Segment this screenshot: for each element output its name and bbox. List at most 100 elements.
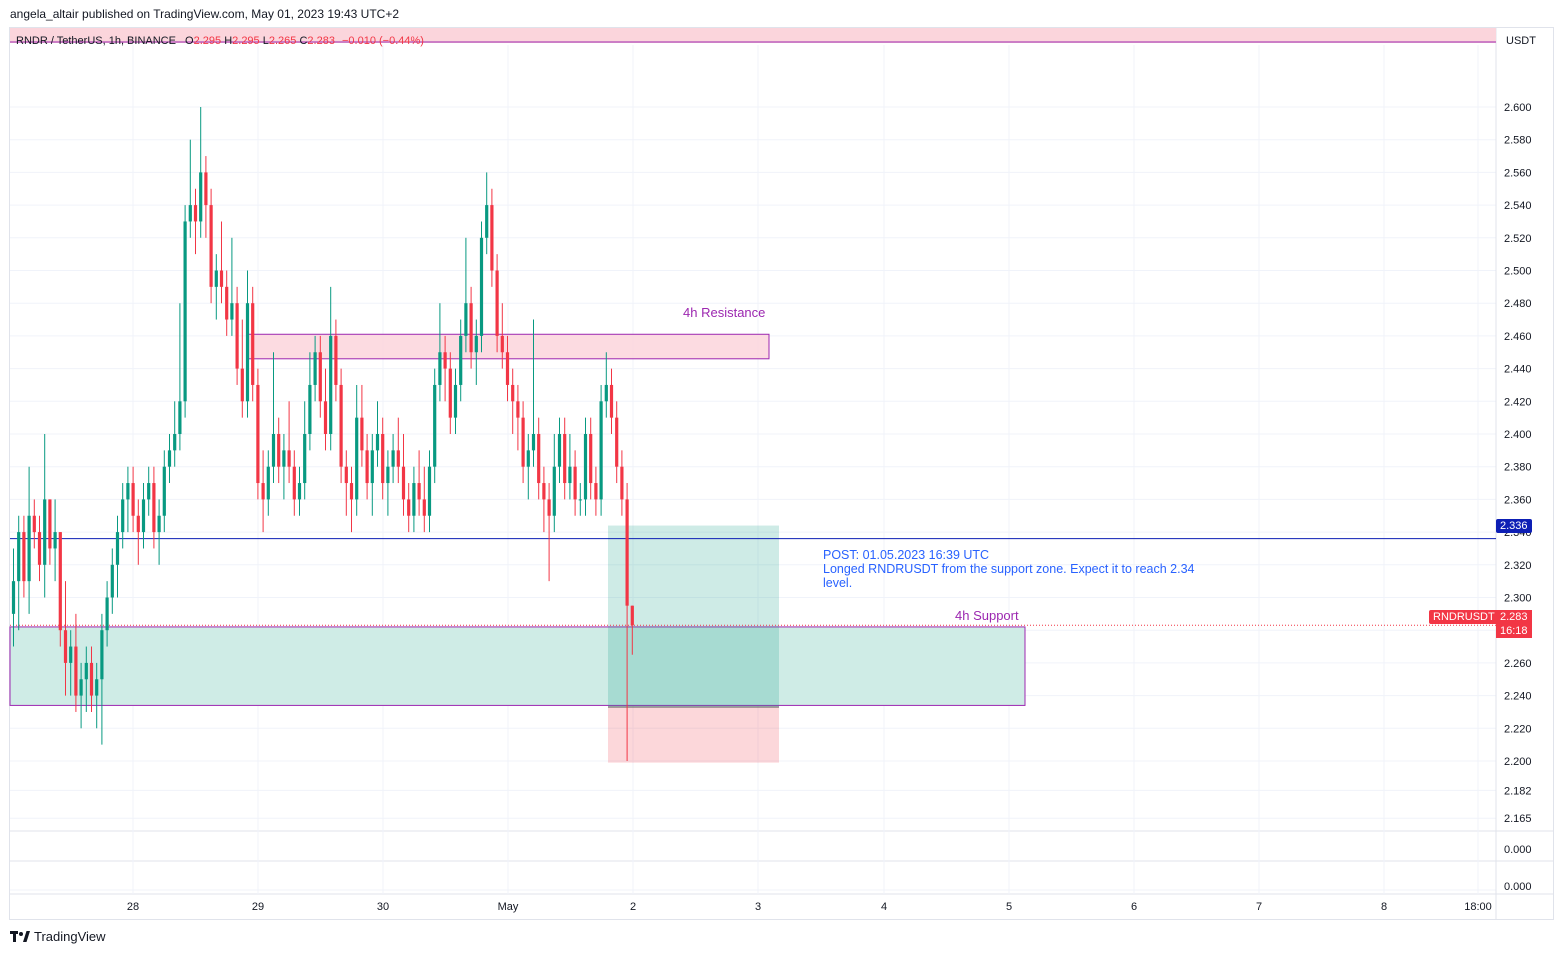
candle-body — [152, 483, 156, 533]
x-tick-label: 30 — [377, 901, 389, 913]
candle-body — [604, 384, 608, 402]
candle-body — [557, 434, 562, 467]
chart-frame[interactable] — [9, 27, 1554, 920]
candle-body — [183, 221, 187, 402]
candle-body — [89, 662, 94, 696]
candle-body — [110, 564, 114, 598]
x-tick-label: 8 — [1381, 901, 1387, 913]
legend-high-label: H — [224, 35, 233, 47]
legend-close-label: C — [299, 35, 308, 47]
candle-body — [417, 483, 421, 500]
candle-body — [630, 605, 634, 626]
candle-body — [542, 483, 546, 500]
candle-body — [479, 237, 484, 336]
candle-body — [339, 384, 343, 467]
candle-body — [443, 352, 447, 369]
sub-pane-tick-label: 0.000 — [1504, 844, 1532, 856]
candle-body — [349, 483, 354, 500]
candle-body — [469, 303, 473, 353]
line-price-tag: 2.336 — [1496, 519, 1532, 533]
x-tick-label: 28 — [127, 901, 139, 913]
y-tick-label: 2.560 — [1504, 167, 1532, 179]
candle-body — [526, 450, 530, 467]
candle-body — [167, 450, 172, 467]
candle-body — [438, 352, 442, 385]
position-profit-zone — [608, 525, 779, 708]
y-tick-label: 2.440 — [1504, 364, 1532, 376]
x-tick-label: 5 — [1006, 901, 1012, 913]
candle-body — [74, 646, 78, 696]
candle-body — [589, 434, 593, 484]
tradingview-brand[interactable]: TradingView — [10, 929, 106, 944]
x-tick-label: 2 — [630, 901, 636, 913]
trade-note: POST: 01.05.2023 16:39 UTC Longed RNDRUS… — [823, 548, 1203, 590]
candle-body — [391, 450, 395, 467]
y-tick-label: 2.500 — [1504, 266, 1532, 278]
candle-body — [11, 581, 16, 614]
y-tick-label: 2.165 — [1504, 813, 1532, 825]
candle-body — [355, 417, 359, 500]
note-line1: POST: 01.05.2023 16:39 UTC — [823, 548, 990, 562]
legend-change: −0.010 (−0.44%) — [342, 35, 424, 47]
candle-body — [407, 499, 411, 516]
candle-body — [448, 368, 452, 418]
x-tick-label: 18:00 — [1464, 901, 1492, 913]
candle-body — [578, 499, 582, 501]
candle-body — [230, 303, 234, 320]
x-tick-label: 3 — [755, 901, 761, 913]
candle-body — [474, 335, 478, 353]
candle-body — [386, 466, 390, 484]
candle-body — [381, 434, 385, 484]
candle-body — [500, 335, 504, 353]
candle-body — [531, 434, 536, 451]
legend-open: 2.295 — [193, 35, 222, 47]
position-loss-zone — [608, 707, 779, 763]
symbol-legend[interactable]: RNDR / TetherUS, 1h, BINANCE O2.295 H2.2… — [16, 35, 424, 47]
candle-body — [157, 515, 161, 533]
candle-body — [69, 646, 73, 663]
candle-body — [620, 466, 624, 500]
sub-pane-tick-label: 0.000 — [1504, 881, 1532, 893]
publisher-line: angela_altair published on TradingView.c… — [10, 7, 400, 21]
x-tick-label: May — [498, 901, 519, 913]
y-tick-label: 2.380 — [1504, 462, 1532, 474]
candle-body — [313, 352, 317, 385]
candle-body — [58, 532, 62, 631]
candle-body — [396, 450, 400, 467]
candle-body — [84, 662, 88, 680]
support-label: 4h Support — [955, 608, 1019, 623]
y-tick-label: 2.200 — [1504, 756, 1532, 768]
y-tick-label: 2.182 — [1504, 785, 1532, 797]
countdown-tag: 16:18 — [1496, 624, 1532, 638]
x-tick-label: 29 — [252, 901, 264, 913]
x-tick-label: 6 — [1131, 901, 1137, 913]
candle-body — [48, 499, 52, 549]
legend-close: 2.283 — [307, 35, 335, 47]
y-tick-label: 2.260 — [1504, 658, 1532, 670]
legend-open-label: O — [185, 35, 194, 47]
candle-body — [495, 270, 499, 336]
y-tick-label: 2.400 — [1504, 429, 1532, 441]
candle-body — [188, 205, 192, 222]
y-tick-label: 2.480 — [1504, 298, 1532, 310]
candle-body — [329, 335, 333, 434]
candle-body — [214, 270, 218, 287]
candle-body — [121, 499, 125, 533]
candle-body — [178, 401, 182, 434]
candle-body — [27, 515, 31, 582]
y-tick-label: 2.240 — [1504, 691, 1532, 703]
candle-body — [308, 384, 312, 434]
resistance-label: 4h Resistance — [683, 305, 766, 320]
brand-name: TradingView — [34, 929, 106, 944]
y-tick-label: 2.220 — [1504, 723, 1532, 735]
candle-body — [552, 466, 556, 516]
candle-body — [277, 434, 281, 467]
candle-body — [115, 532, 120, 565]
candle-body — [79, 679, 83, 696]
y-tick-label: 2.420 — [1504, 396, 1532, 408]
candle-body — [126, 483, 130, 500]
legend-low: 2.265 — [268, 35, 297, 47]
y-tick-label: 2.460 — [1504, 331, 1532, 343]
candle-body — [344, 466, 348, 484]
